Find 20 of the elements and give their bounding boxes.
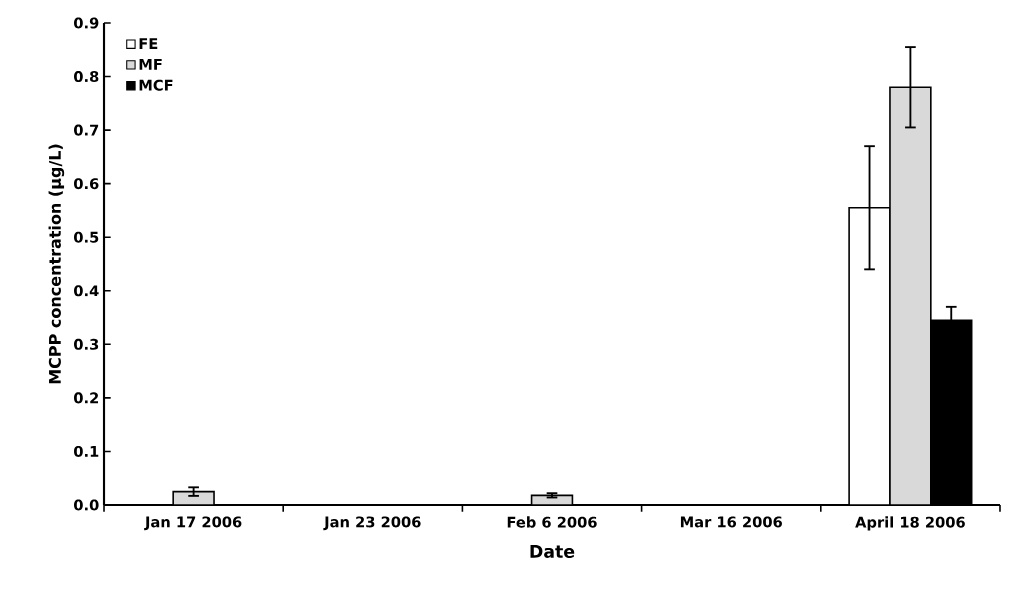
y-tick-label: 0.1 [74,445,99,457]
y-tick-label: 0.3 [74,338,99,350]
y-tick-label: 0.9 [74,17,99,29]
x-tick-label: Jan 17 2006 [144,516,242,531]
x-tick-label: Jan 23 2006 [323,516,421,531]
x-tick-label: April 18 2006 [855,516,965,531]
x-tick-label: Feb 6 2006 [507,516,597,528]
x-axis-title: Date [530,545,575,558]
legend-label: MF [139,58,162,70]
y-tick-label: 0.0 [74,499,99,511]
y-tick-label: 0.2 [74,392,99,404]
legend-label: FE [139,38,158,49]
legend-label: MCF [139,79,173,91]
y-tick-label: 0.7 [74,124,99,136]
x-tick-label: Mar 16 2006 [680,516,782,528]
y-axis-title: MCPP concentration (µg/L) [48,144,65,384]
y-tick-label: 0.4 [74,285,99,297]
y-tick-label: 0.5 [74,231,99,243]
y-tick-label: 0.6 [74,178,99,190]
y-tick-label: 0.8 [74,71,99,83]
